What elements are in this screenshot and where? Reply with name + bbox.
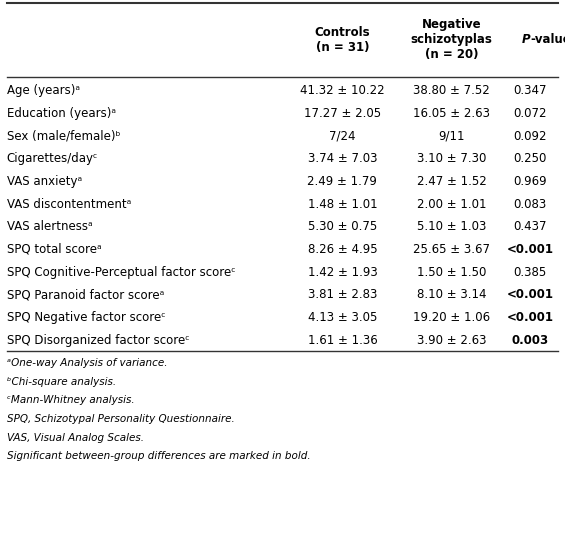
Text: Age (years)ᵃ: Age (years)ᵃ [7, 85, 80, 97]
Text: 1.50 ± 1.50: 1.50 ± 1.50 [417, 266, 486, 278]
Text: 2.49 ± 1.79: 2.49 ± 1.79 [307, 175, 377, 188]
Text: 0.072: 0.072 [513, 107, 547, 120]
Text: ᶜMann-Whitney analysis.: ᶜMann-Whitney analysis. [7, 395, 134, 405]
Text: <0.001: <0.001 [506, 311, 554, 324]
Text: 3.74 ± 7.03: 3.74 ± 7.03 [307, 153, 377, 165]
Text: 3.90 ± 2.63: 3.90 ± 2.63 [417, 334, 486, 346]
Text: 8.26 ± 4.95: 8.26 ± 4.95 [307, 243, 377, 256]
Text: 0.347: 0.347 [513, 85, 547, 97]
Text: Significant between-group differences are marked in bold.: Significant between-group differences ar… [7, 451, 310, 461]
Text: ᵃOne-way Analysis of variance.: ᵃOne-way Analysis of variance. [7, 358, 167, 368]
Text: 3.81 ± 2.83: 3.81 ± 2.83 [308, 288, 377, 301]
Text: 0.969: 0.969 [513, 175, 547, 188]
Text: 3.10 ± 7.30: 3.10 ± 7.30 [417, 153, 486, 165]
Text: <0.001: <0.001 [506, 288, 554, 301]
Text: SPQ Paranoid factor scoreᵃ: SPQ Paranoid factor scoreᵃ [7, 288, 164, 301]
Text: P: P [521, 33, 530, 46]
Text: <0.001: <0.001 [506, 243, 554, 256]
Text: 2.47 ± 1.52: 2.47 ± 1.52 [417, 175, 486, 188]
Text: 4.13 ± 3.05: 4.13 ± 3.05 [308, 311, 377, 324]
Text: VAS, Visual Analog Scales.: VAS, Visual Analog Scales. [7, 433, 144, 442]
Text: Controls
(n = 31): Controls (n = 31) [315, 26, 370, 54]
Text: 17.27 ± 2.05: 17.27 ± 2.05 [304, 107, 381, 120]
Text: -value: -value [530, 33, 565, 46]
Text: VAS anxietyᵃ: VAS anxietyᵃ [7, 175, 82, 188]
Text: 8.10 ± 3.14: 8.10 ± 3.14 [417, 288, 486, 301]
Text: 5.10 ± 1.03: 5.10 ± 1.03 [417, 220, 486, 233]
Text: 16.05 ± 2.63: 16.05 ± 2.63 [413, 107, 490, 120]
Text: 41.32 ± 10.22: 41.32 ± 10.22 [300, 85, 385, 97]
Text: SPQ Disorganized factor scoreᶜ: SPQ Disorganized factor scoreᶜ [7, 334, 189, 346]
Text: VAS alertnessᵃ: VAS alertnessᵃ [7, 220, 93, 233]
Text: SPQ total scoreᵃ: SPQ total scoreᵃ [7, 243, 101, 256]
Text: ᵇChi-square analysis.: ᵇChi-square analysis. [7, 377, 116, 386]
Text: 38.80 ± 7.52: 38.80 ± 7.52 [414, 85, 490, 97]
Text: 9/11: 9/11 [438, 130, 465, 143]
Text: 5.30 ± 0.75: 5.30 ± 0.75 [308, 220, 377, 233]
Text: Negative
schizotyplas
(n = 20): Negative schizotyplas (n = 20) [411, 18, 493, 61]
Text: SPQ, Schizotypal Personality Questionnaire.: SPQ, Schizotypal Personality Questionnai… [7, 414, 234, 424]
Text: SPQ Cognitive-Perceptual factor scoreᶜ: SPQ Cognitive-Perceptual factor scoreᶜ [7, 266, 236, 278]
Text: 0.250: 0.250 [513, 153, 547, 165]
Text: SPQ Negative factor scoreᶜ: SPQ Negative factor scoreᶜ [7, 311, 166, 324]
Text: 0.083: 0.083 [514, 198, 546, 211]
Text: 1.61 ± 1.36: 1.61 ± 1.36 [307, 334, 377, 346]
Text: Sex (male/female)ᵇ: Sex (male/female)ᵇ [7, 130, 120, 143]
Text: Cigarettes/dayᶜ: Cigarettes/dayᶜ [7, 153, 98, 165]
Text: 1.42 ± 1.93: 1.42 ± 1.93 [307, 266, 377, 278]
Text: 0.003: 0.003 [511, 334, 549, 346]
Text: 2.00 ± 1.01: 2.00 ± 1.01 [417, 198, 486, 211]
Text: 0.437: 0.437 [513, 220, 547, 233]
Text: 0.385: 0.385 [514, 266, 546, 278]
Text: 1.48 ± 1.01: 1.48 ± 1.01 [307, 198, 377, 211]
Text: 19.20 ± 1.06: 19.20 ± 1.06 [413, 311, 490, 324]
Text: Education (years)ᵃ: Education (years)ᵃ [7, 107, 116, 120]
Text: VAS discontentmentᵃ: VAS discontentmentᵃ [7, 198, 131, 211]
Text: 0.092: 0.092 [513, 130, 547, 143]
Text: 7/24: 7/24 [329, 130, 355, 143]
Text: 25.65 ± 3.67: 25.65 ± 3.67 [413, 243, 490, 256]
